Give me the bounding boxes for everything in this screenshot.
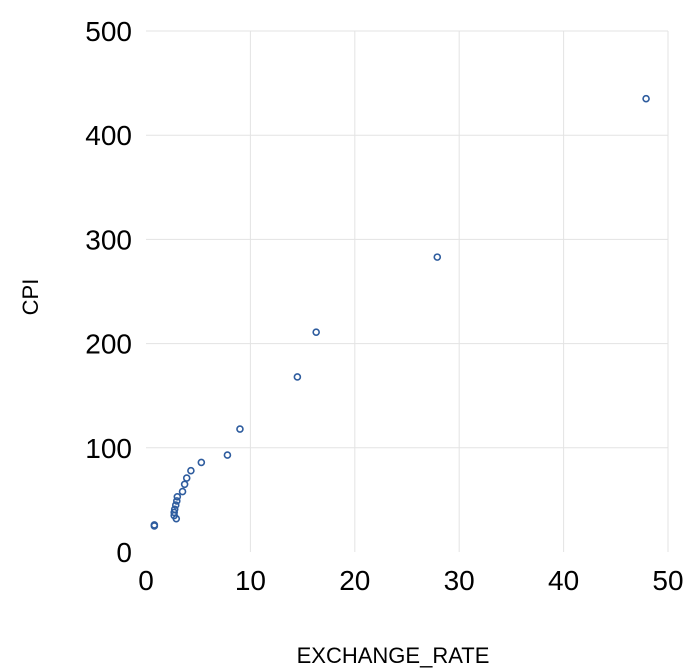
x-axis-title: EXCHANGE_RATE (297, 643, 490, 668)
data-point (170, 508, 178, 517)
data-point (293, 373, 302, 381)
y-tick-label: 300 (85, 224, 132, 255)
data-point (171, 501, 180, 509)
x-tick-label: 0 (138, 565, 154, 596)
data-point (187, 466, 195, 475)
data-point (178, 487, 187, 496)
x-tick-label: 20 (339, 565, 370, 596)
data-point (173, 492, 182, 501)
data-point (182, 474, 191, 482)
gridlines (146, 30, 669, 552)
x-tick-label: 30 (444, 565, 475, 596)
y-axis-title: CPI (18, 279, 43, 316)
y-tick-label: 0 (116, 537, 132, 568)
data-point (180, 480, 189, 489)
data-point (223, 451, 232, 459)
y-tick-label: 200 (85, 329, 132, 360)
data-point (312, 328, 320, 336)
y-tick-label: 500 (85, 16, 132, 47)
data-point (172, 497, 181, 505)
data-point (642, 94, 650, 103)
y-tick-label: 400 (85, 120, 132, 151)
data-point (236, 425, 244, 433)
x-tick-label: 50 (652, 565, 683, 596)
x-tick-label: 40 (548, 565, 579, 596)
data-points (150, 94, 650, 530)
y-tick-label: 100 (85, 433, 132, 464)
data-point (150, 521, 159, 529)
data-point (433, 253, 442, 261)
x-tick-label: 10 (235, 565, 266, 596)
data-point (170, 505, 179, 514)
data-point (197, 458, 206, 467)
